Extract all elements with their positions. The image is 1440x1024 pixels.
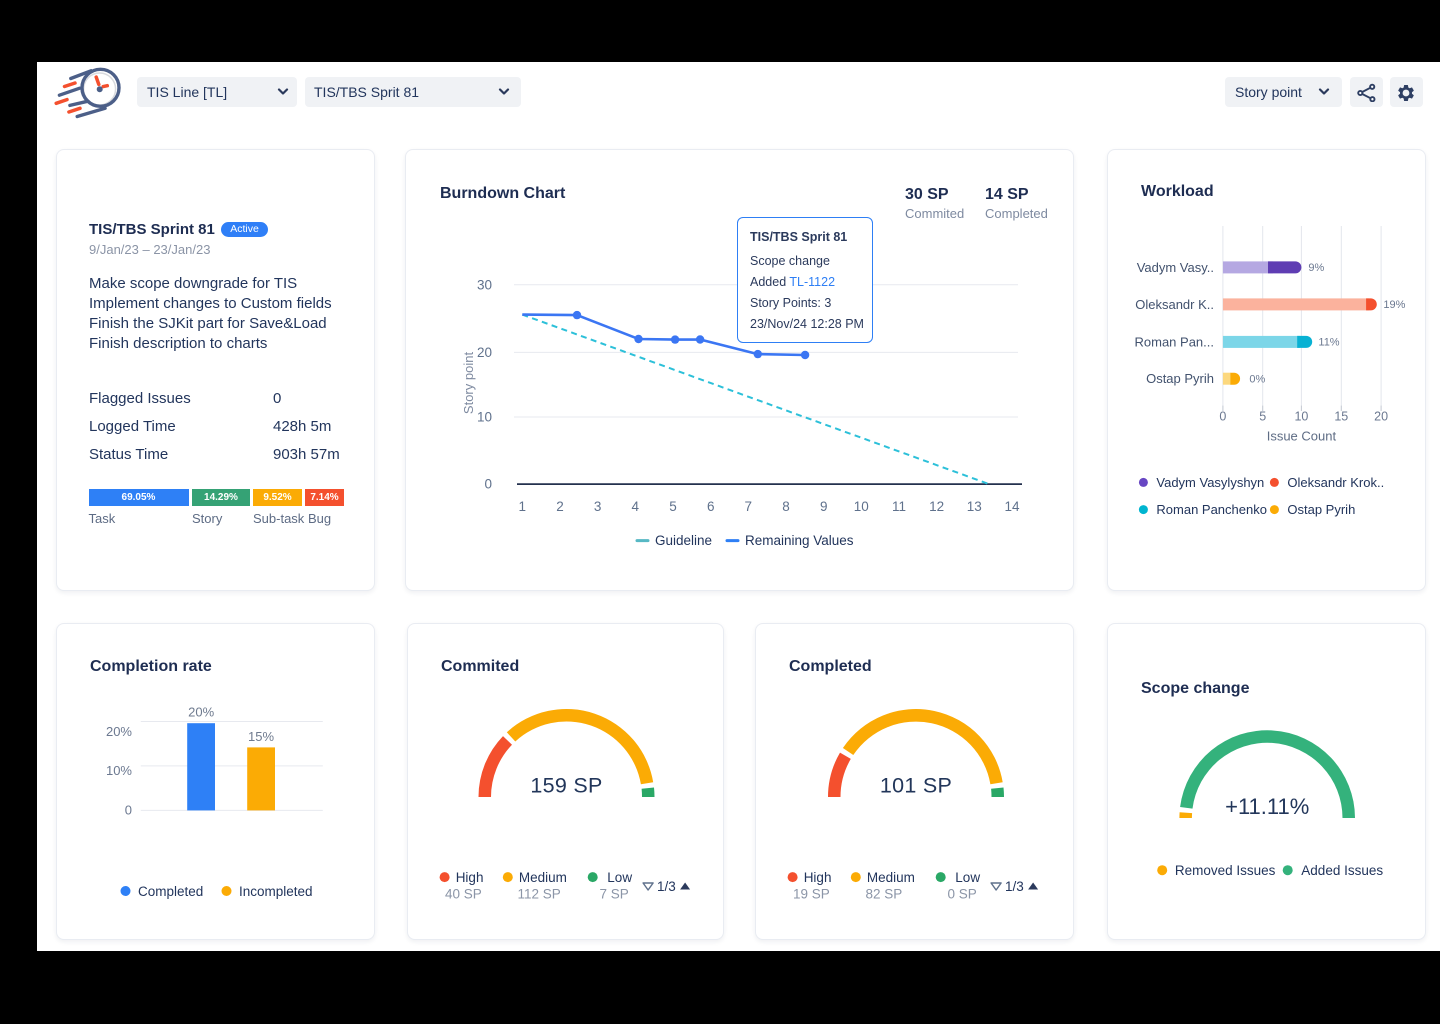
svg-text:5: 5 (1259, 410, 1266, 424)
svg-text:0 SP: 0 SP (948, 887, 977, 902)
svg-text:82 SP: 82 SP (866, 887, 903, 902)
svg-text:Medium: Medium (519, 870, 567, 885)
svg-text:Incompleted: Incompleted (239, 884, 313, 899)
svg-text:Vadym Vasy..: Vadym Vasy.. (1137, 260, 1214, 275)
svg-text:Oleksandr K..: Oleksandr K.. (1135, 297, 1214, 312)
svg-text:15: 15 (1334, 410, 1348, 424)
svg-text:8: 8 (782, 499, 790, 514)
svg-text:7 SP: 7 SP (600, 887, 629, 902)
svg-text:9: 9 (820, 499, 828, 514)
svg-text:14: 14 (1004, 499, 1020, 514)
svg-text:High: High (804, 870, 832, 885)
svg-text:1/3: 1/3 (1005, 879, 1024, 894)
svg-text:+11.11%: +11.11% (1225, 794, 1309, 819)
svg-text:20%: 20% (188, 705, 214, 720)
svg-text:Story point: Story point (461, 352, 476, 415)
svg-text:Low: Low (607, 870, 632, 885)
svg-text:4: 4 (632, 499, 640, 514)
svg-text:Oleksandr Krok..: Oleksandr Krok.. (1287, 475, 1384, 490)
svg-text:Added Issues: Added Issues (1301, 863, 1383, 878)
svg-text:Medium: Medium (867, 870, 915, 885)
svg-text:1/3: 1/3 (657, 879, 676, 894)
svg-text:11: 11 (892, 499, 906, 514)
svg-text:Guideline: Guideline (655, 533, 712, 548)
svg-text:Vadym Vasylyshyn: Vadym Vasylyshyn (1156, 475, 1264, 490)
svg-text:7: 7 (745, 499, 753, 514)
svg-text:30: 30 (477, 277, 492, 292)
svg-text:20%: 20% (106, 724, 132, 739)
svg-text:20: 20 (477, 345, 492, 360)
svg-text:Roman Panchenko: Roman Panchenko (1156, 502, 1267, 517)
svg-text:Completed: Completed (138, 884, 203, 899)
svg-text:0%: 0% (1249, 374, 1265, 386)
svg-text:Ostap Pyrih: Ostap Pyrih (1287, 502, 1355, 517)
svg-text:19 SP: 19 SP (793, 887, 830, 902)
svg-text:Issue Count: Issue Count (1267, 428, 1337, 443)
svg-text:112 SP: 112 SP (518, 887, 561, 902)
svg-text:Remaining Values: Remaining Values (745, 533, 854, 548)
svg-text:19%: 19% (1383, 299, 1405, 311)
svg-text:159 SP: 159 SP (530, 774, 602, 798)
svg-text:Ostap Pyrih: Ostap Pyrih (1146, 371, 1214, 386)
svg-text:2: 2 (556, 499, 564, 514)
svg-text:6: 6 (707, 499, 715, 514)
svg-text:101 SP: 101 SP (880, 774, 952, 798)
svg-text:High: High (456, 870, 484, 885)
svg-text:40 SP: 40 SP (445, 887, 482, 902)
svg-text:Roman Pan...: Roman Pan... (1135, 334, 1215, 349)
svg-text:20: 20 (1374, 410, 1388, 424)
svg-text:11%: 11% (1318, 337, 1339, 349)
svg-text:13: 13 (967, 499, 982, 514)
svg-text:1: 1 (519, 499, 527, 514)
svg-text:9%: 9% (1308, 262, 1324, 274)
svg-text:10: 10 (1294, 410, 1308, 424)
svg-text:3: 3 (594, 499, 602, 514)
svg-text:Low: Low (955, 870, 980, 885)
svg-text:0: 0 (484, 477, 492, 492)
svg-text:0: 0 (125, 802, 132, 817)
svg-text:0: 0 (1219, 410, 1226, 424)
svg-text:10%: 10% (106, 763, 132, 778)
svg-text:12: 12 (929, 499, 944, 514)
svg-text:15%: 15% (248, 729, 274, 744)
svg-text:5: 5 (669, 499, 677, 514)
svg-text:Removed Issues: Removed Issues (1175, 863, 1276, 878)
svg-text:10: 10 (854, 499, 869, 514)
svg-text:10: 10 (477, 410, 492, 425)
